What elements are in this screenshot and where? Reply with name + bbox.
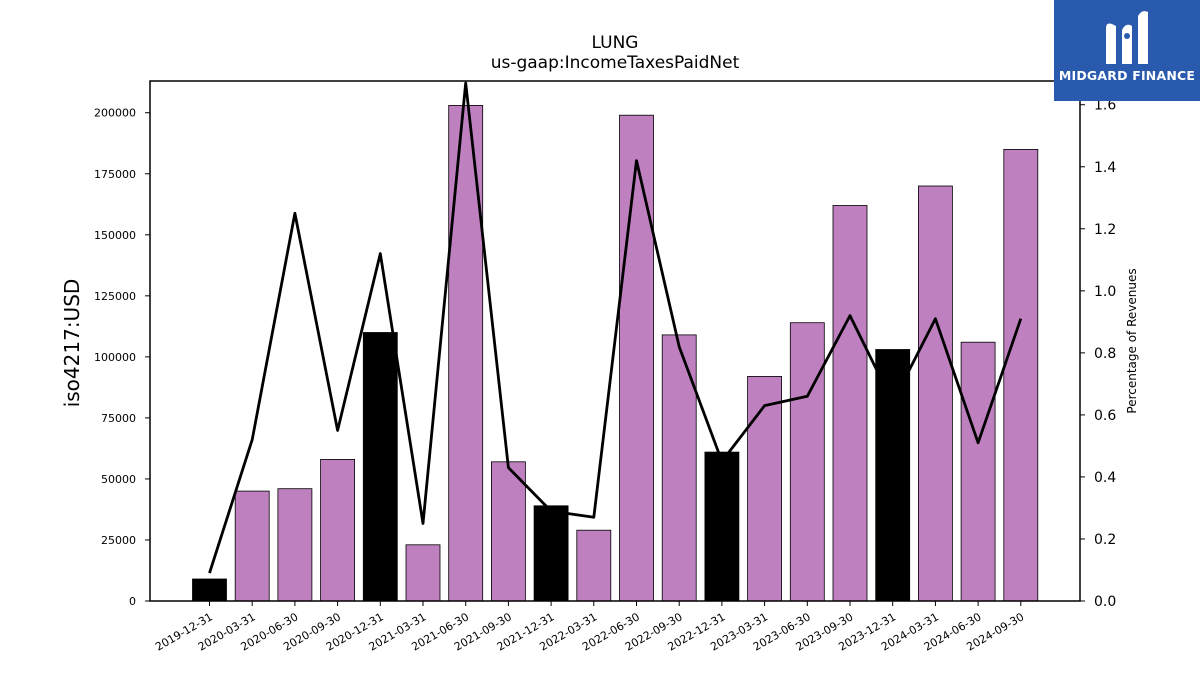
- bar: [789, 322, 825, 602]
- y-tick-label: 75000: [101, 412, 136, 425]
- y-axis-left: 0 25000 50000 75000 100000 125000 150000 175000…: [94, 107, 150, 608]
- y2-tick-label: 1.0: [1094, 284, 1116, 300]
- y-tick-label: 0: [129, 595, 136, 608]
- y-tick-label: 25000: [101, 534, 136, 547]
- y2-tick-label: 1.6: [1094, 98, 1116, 114]
- bar: [405, 544, 441, 602]
- y2-tick-label: 1.4: [1094, 160, 1116, 176]
- y-tick-label: 150000: [94, 229, 136, 242]
- y-tick-label: 200000: [94, 107, 136, 120]
- y2-tick-label: 0.4: [1094, 470, 1116, 486]
- y-tick-label: 50000: [101, 473, 136, 486]
- x-axis: 2019-12-312020-03-312020-06-302020-09-30…: [153, 601, 1026, 654]
- y-tick-label: 100000: [94, 351, 136, 364]
- y-tick-label: 125000: [94, 290, 136, 303]
- bar: [234, 490, 270, 602]
- line-series-layer: [208, 81, 1023, 574]
- y2-tick-label: 0.2: [1094, 532, 1116, 548]
- logo-text: MIDGARD FINANCE: [1058, 68, 1196, 83]
- y2-tick-label: 0.8: [1094, 346, 1116, 362]
- bar: [277, 488, 313, 602]
- bar: [960, 341, 996, 602]
- chart-subtitle: us-gaap:IncomeTaxesPaidNet: [491, 53, 740, 73]
- bar: [490, 461, 526, 602]
- y2-tick-label: 1.2: [1094, 222, 1116, 238]
- bar: [832, 205, 868, 602]
- bar: [747, 375, 782, 602]
- y-axis-right-label: Percentage of Revenues: [1125, 268, 1139, 413]
- bar: [918, 185, 953, 602]
- bar: [875, 349, 911, 602]
- y-axis-right: 0.0 0.2 0.4 0.6 0.8 1.0 1.2 1.4 1.6: [1080, 98, 1116, 610]
- bar: [704, 451, 740, 602]
- bar: [320, 458, 356, 602]
- bar: [362, 332, 398, 602]
- brand-logo: MIDGARD FINANCE: [1054, 0, 1200, 101]
- bar-series: [192, 105, 1039, 602]
- y-axis-left-label: iso4217:USD: [60, 279, 84, 408]
- logo-mark-icon: [1106, 11, 1148, 65]
- percentage-line: [208, 81, 1023, 574]
- bar: [533, 505, 569, 602]
- bar: [192, 578, 227, 602]
- bar: [576, 529, 612, 602]
- bar: [619, 114, 654, 602]
- y2-tick-label: 0.0: [1094, 594, 1116, 610]
- y-tick-label: 175000: [94, 168, 136, 181]
- chart-title: LUNG: [592, 33, 639, 53]
- bar: [1003, 148, 1039, 602]
- plot-frame: [149, 80, 1081, 602]
- y2-tick-label: 0.6: [1094, 408, 1116, 424]
